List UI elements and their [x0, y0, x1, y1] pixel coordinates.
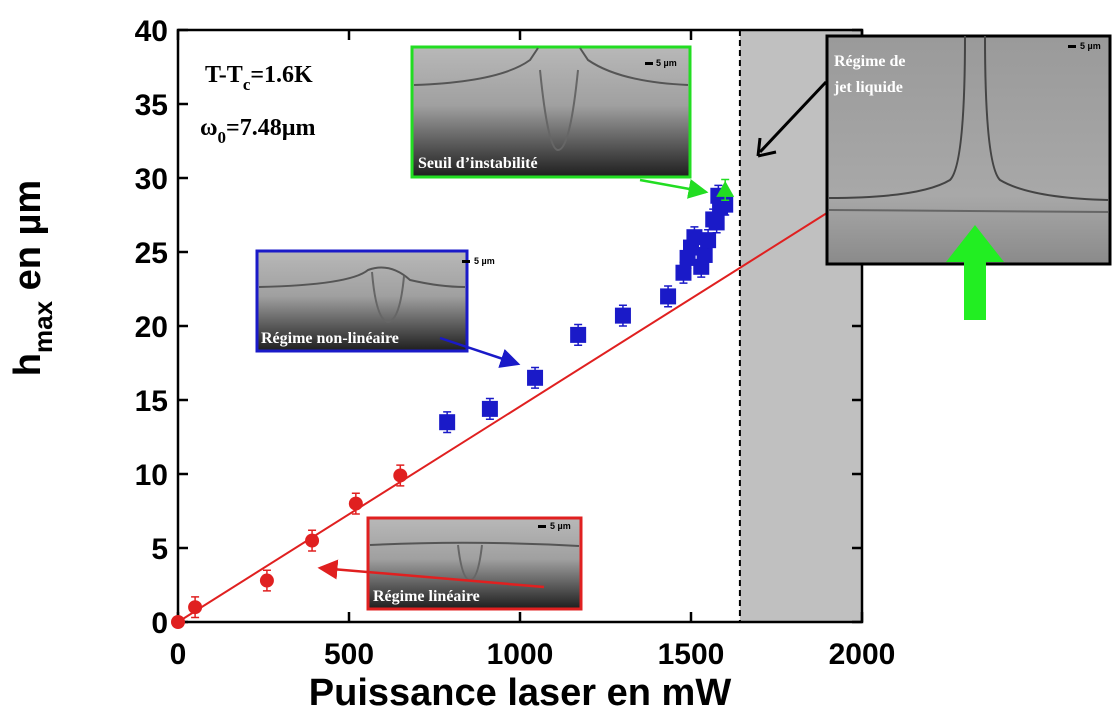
y-label-sub: max	[28, 300, 58, 353]
fit-line	[177, 212, 827, 623]
scale-bar	[645, 62, 653, 65]
data-point	[393, 468, 408, 483]
y-tick-label: 40	[135, 15, 168, 48]
inset-label: Régime de	[834, 53, 906, 70]
inset-image	[825, 34, 1112, 266]
x-tick-label: 500	[324, 638, 374, 671]
arrow	[639, 178, 709, 199]
y-tick-label: 35	[135, 89, 168, 122]
inset-image	[255, 249, 469, 353]
y-tick-label: 0	[151, 607, 168, 640]
big-arrow	[946, 225, 1004, 320]
annotation-sub: c	[243, 75, 251, 94]
arrow	[758, 80, 828, 154]
interface	[258, 266, 466, 288]
interface	[371, 271, 405, 324]
scale-bar	[1068, 45, 1076, 48]
x-tick-label: 0	[170, 638, 187, 671]
y-label-main: h	[7, 353, 49, 376]
data-point	[570, 326, 587, 343]
inset: 5 µm Seuil d’instabilité	[410, 45, 692, 179]
data-point	[305, 533, 320, 548]
y-label-rest: en µm	[7, 180, 49, 301]
y-tick-label: 25	[135, 237, 168, 270]
inset-image	[366, 516, 583, 611]
y-tick-label: 10	[135, 459, 168, 492]
scale-label: 5 µm	[656, 58, 677, 68]
data-point	[708, 214, 725, 231]
data-point	[259, 573, 274, 588]
data-point	[439, 414, 456, 431]
inset-image	[410, 45, 692, 179]
data-point	[614, 307, 631, 324]
arrow	[439, 336, 521, 368]
x-tick-label: 1500	[658, 638, 725, 671]
arrow	[317, 559, 545, 589]
y-axis-label: hmax en µm	[7, 180, 58, 376]
data-point	[696, 246, 713, 263]
inset: 5 µm Régime de jet liquide	[825, 34, 1112, 320]
data-point	[716, 180, 735, 197]
annotation-part: =7.48µm	[226, 115, 316, 141]
data-point	[660, 288, 677, 305]
data-point	[527, 369, 544, 386]
arrow-head	[756, 137, 777, 158]
inset-label: Régime linéaire	[373, 588, 480, 605]
data-point	[675, 264, 692, 281]
x-axis-label: Puissance laser en mW	[309, 672, 732, 714]
data-point	[700, 232, 717, 249]
interface	[828, 209, 1109, 213]
inset: 5 µm Régime linéaire	[366, 516, 583, 611]
y-tick-label: 15	[135, 385, 168, 418]
x-tick-label: 2000	[829, 638, 896, 671]
scale-bar	[462, 260, 470, 263]
inset-label: jet liquide	[833, 79, 903, 96]
inset-label: Seuil d’instabilité	[418, 155, 538, 172]
data-point	[348, 496, 363, 511]
interface	[413, 47, 689, 86]
scale-label: 5 µm	[1080, 41, 1101, 51]
scale-label: 5 µm	[550, 521, 571, 531]
scale-bar	[538, 525, 546, 528]
y-tick-label: 20	[135, 311, 168, 344]
interface	[369, 541, 580, 547]
annotation-part: =1.6K	[250, 62, 313, 88]
annotation-sub: 0	[218, 128, 227, 147]
data-point	[686, 229, 703, 246]
annotation-part: T-T	[205, 62, 243, 88]
annotation-part: ω	[200, 115, 218, 141]
y-tick-label: 5	[151, 533, 168, 566]
interface	[539, 69, 579, 152]
inset-label: Régime non-linéaire	[261, 330, 399, 347]
scale-label: 5 µm	[474, 256, 495, 266]
annotation: ω0=7.48µm	[200, 115, 316, 147]
annotation: T-Tc=1.6K	[205, 62, 313, 94]
interface	[828, 35, 1109, 201]
x-tick-label: 1000	[487, 638, 554, 671]
data-point	[188, 600, 203, 615]
inset: 5 µm Régime non-linéaire	[255, 249, 495, 353]
y-tick-label: 30	[135, 163, 168, 196]
data-point	[481, 400, 498, 417]
